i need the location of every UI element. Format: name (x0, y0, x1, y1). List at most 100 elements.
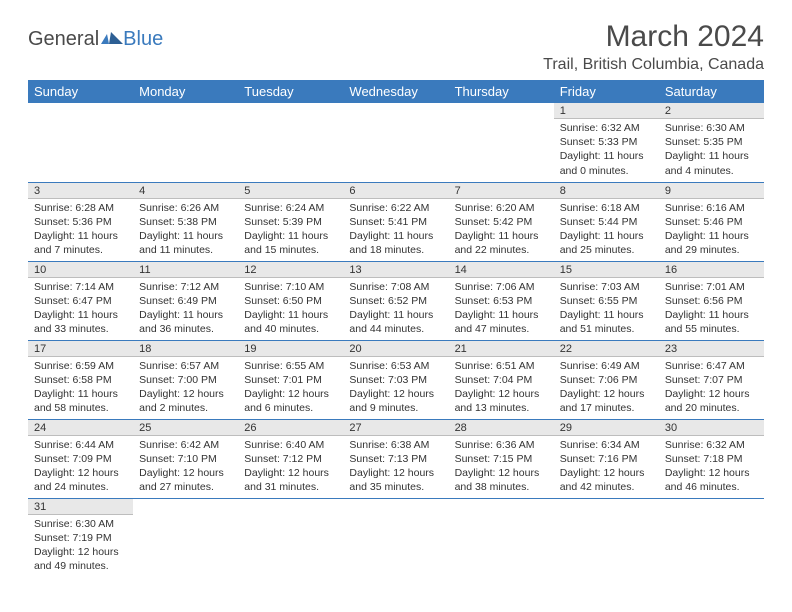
weekday-header: Thursday (449, 80, 554, 103)
day-number: 30 (659, 420, 764, 436)
day-details: Sunrise: 6:36 AMSunset: 7:15 PMDaylight:… (449, 436, 554, 498)
sunset-text: Sunset: 5:33 PM (560, 135, 653, 149)
sunrise-text: Sunrise: 6:51 AM (455, 359, 548, 373)
day-number: 1 (554, 103, 659, 119)
calendar-cell: 31Sunrise: 6:30 AMSunset: 7:19 PMDayligh… (28, 498, 133, 577)
daylight-text: Daylight: 11 hours (455, 308, 548, 322)
daylight-text: Daylight: 11 hours (34, 229, 127, 243)
sunrise-text: Sunrise: 7:14 AM (34, 280, 127, 294)
sunrise-text: Sunrise: 6:34 AM (560, 438, 653, 452)
logo: General Blue (28, 28, 163, 51)
day-details: Sunrise: 6:51 AMSunset: 7:04 PMDaylight:… (449, 357, 554, 419)
calendar-cell: 2Sunrise: 6:30 AMSunset: 5:35 PMDaylight… (659, 103, 764, 182)
daylight-text: Daylight: 11 hours (244, 229, 337, 243)
sunrise-text: Sunrise: 6:36 AM (455, 438, 548, 452)
daylight-text: and 20 minutes. (665, 401, 758, 415)
daylight-text: Daylight: 12 hours (139, 466, 232, 480)
daylight-text: Daylight: 12 hours (349, 466, 442, 480)
sunrise-text: Sunrise: 7:01 AM (665, 280, 758, 294)
sunrise-text: Sunrise: 6:30 AM (34, 517, 127, 531)
calendar-cell (238, 498, 343, 577)
daylight-text: and 31 minutes. (244, 480, 337, 494)
calendar-cell: 8Sunrise: 6:18 AMSunset: 5:44 PMDaylight… (554, 182, 659, 261)
daylight-text: Daylight: 12 hours (560, 387, 653, 401)
sunrise-text: Sunrise: 7:08 AM (349, 280, 442, 294)
sunset-text: Sunset: 7:19 PM (34, 531, 127, 545)
calendar-cell (28, 103, 133, 182)
sunrise-text: Sunrise: 6:20 AM (455, 201, 548, 215)
sunset-text: Sunset: 7:13 PM (349, 452, 442, 466)
day-number: 2 (659, 103, 764, 119)
sunrise-text: Sunrise: 6:18 AM (560, 201, 653, 215)
logo-text-2: Blue (123, 28, 163, 51)
day-number: 18 (133, 341, 238, 357)
weekday-header: Monday (133, 80, 238, 103)
daylight-text: and 42 minutes. (560, 480, 653, 494)
sunrise-text: Sunrise: 6:32 AM (665, 438, 758, 452)
sunrise-text: Sunrise: 6:44 AM (34, 438, 127, 452)
daylight-text: Daylight: 12 hours (244, 387, 337, 401)
daylight-text: Daylight: 11 hours (665, 308, 758, 322)
daylight-text: Daylight: 12 hours (665, 466, 758, 480)
header: General Blue March 2024 Trail, British C… (28, 20, 764, 74)
calendar-cell: 13Sunrise: 7:08 AMSunset: 6:52 PMDayligh… (343, 261, 448, 340)
daylight-text: Daylight: 11 hours (34, 387, 127, 401)
sunset-text: Sunset: 5:35 PM (665, 135, 758, 149)
day-number: 31 (28, 499, 133, 515)
day-details: Sunrise: 6:55 AMSunset: 7:01 PMDaylight:… (238, 357, 343, 419)
calendar-cell (133, 498, 238, 577)
sunset-text: Sunset: 5:42 PM (455, 215, 548, 229)
daylight-text: and 9 minutes. (349, 401, 442, 415)
daylight-text: and 46 minutes. (665, 480, 758, 494)
calendar-cell: 21Sunrise: 6:51 AMSunset: 7:04 PMDayligh… (449, 340, 554, 419)
day-details: Sunrise: 7:06 AMSunset: 6:53 PMDaylight:… (449, 278, 554, 340)
flag-icon (101, 30, 123, 44)
calendar-cell (238, 103, 343, 182)
day-details: Sunrise: 6:57 AMSunset: 7:00 PMDaylight:… (133, 357, 238, 419)
weekday-header: Tuesday (238, 80, 343, 103)
day-number: 4 (133, 183, 238, 199)
sunset-text: Sunset: 5:36 PM (34, 215, 127, 229)
calendar-cell (343, 498, 448, 577)
weekday-header: Sunday (28, 80, 133, 103)
sunset-text: Sunset: 5:44 PM (560, 215, 653, 229)
weekday-header: Friday (554, 80, 659, 103)
day-number: 16 (659, 262, 764, 278)
daylight-text: Daylight: 11 hours (34, 308, 127, 322)
daylight-text: and 33 minutes. (34, 322, 127, 336)
daylight-text: Daylight: 12 hours (349, 387, 442, 401)
calendar-cell: 29Sunrise: 6:34 AMSunset: 7:16 PMDayligh… (554, 419, 659, 498)
day-details: Sunrise: 6:20 AMSunset: 5:42 PMDaylight:… (449, 199, 554, 261)
daylight-text: and 13 minutes. (455, 401, 548, 415)
sunrise-text: Sunrise: 6:55 AM (244, 359, 337, 373)
daylight-text: and 40 minutes. (244, 322, 337, 336)
sunset-text: Sunset: 6:56 PM (665, 294, 758, 308)
daylight-text: and 27 minutes. (139, 480, 232, 494)
sunset-text: Sunset: 7:03 PM (349, 373, 442, 387)
daylight-text: Daylight: 11 hours (665, 149, 758, 163)
calendar-cell (554, 498, 659, 577)
sunrise-text: Sunrise: 6:38 AM (349, 438, 442, 452)
day-details: Sunrise: 6:22 AMSunset: 5:41 PMDaylight:… (343, 199, 448, 261)
day-number: 8 (554, 183, 659, 199)
day-details: Sunrise: 6:30 AMSunset: 5:35 PMDaylight:… (659, 119, 764, 181)
daylight-text: and 49 minutes. (34, 559, 127, 573)
day-details: Sunrise: 6:53 AMSunset: 7:03 PMDaylight:… (343, 357, 448, 419)
day-number: 14 (449, 262, 554, 278)
sunrise-text: Sunrise: 7:10 AM (244, 280, 337, 294)
calendar-cell (659, 498, 764, 577)
sunset-text: Sunset: 7:12 PM (244, 452, 337, 466)
sunrise-text: Sunrise: 6:40 AM (244, 438, 337, 452)
calendar-cell: 11Sunrise: 7:12 AMSunset: 6:49 PMDayligh… (133, 261, 238, 340)
day-number: 6 (343, 183, 448, 199)
day-number: 28 (449, 420, 554, 436)
day-details: Sunrise: 6:38 AMSunset: 7:13 PMDaylight:… (343, 436, 448, 498)
sunrise-text: Sunrise: 6:42 AM (139, 438, 232, 452)
day-number: 7 (449, 183, 554, 199)
calendar-cell (449, 103, 554, 182)
calendar-cell: 18Sunrise: 6:57 AMSunset: 7:00 PMDayligh… (133, 340, 238, 419)
daylight-text: Daylight: 11 hours (665, 229, 758, 243)
title-block: March 2024 Trail, British Columbia, Cana… (543, 20, 764, 74)
daylight-text: and 24 minutes. (34, 480, 127, 494)
sunrise-text: Sunrise: 6:26 AM (139, 201, 232, 215)
